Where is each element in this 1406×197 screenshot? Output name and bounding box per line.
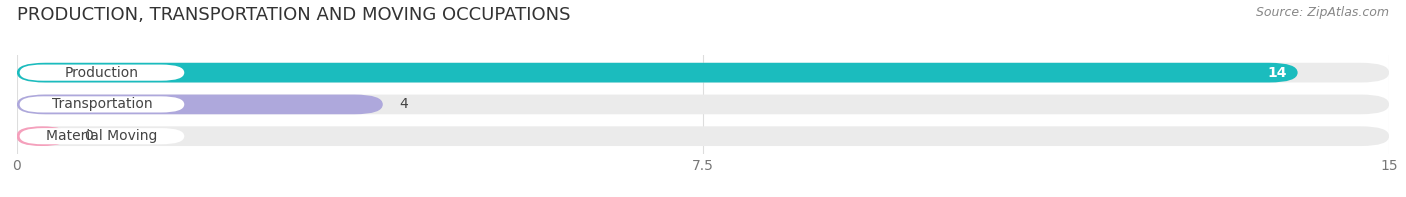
Text: 4: 4 [399, 97, 408, 112]
FancyBboxPatch shape [20, 96, 184, 112]
Text: 0: 0 [83, 129, 93, 143]
FancyBboxPatch shape [17, 126, 67, 146]
Text: Source: ZipAtlas.com: Source: ZipAtlas.com [1256, 6, 1389, 19]
Text: 14: 14 [1267, 66, 1286, 80]
FancyBboxPatch shape [17, 126, 1389, 146]
Text: Material Moving: Material Moving [46, 129, 157, 143]
FancyBboxPatch shape [20, 128, 184, 144]
FancyBboxPatch shape [17, 63, 1389, 83]
Text: Transportation: Transportation [52, 97, 152, 112]
FancyBboxPatch shape [17, 63, 1298, 83]
Text: Production: Production [65, 66, 139, 80]
FancyBboxPatch shape [20, 65, 184, 81]
FancyBboxPatch shape [17, 95, 382, 114]
Text: PRODUCTION, TRANSPORTATION AND MOVING OCCUPATIONS: PRODUCTION, TRANSPORTATION AND MOVING OC… [17, 6, 571, 24]
FancyBboxPatch shape [17, 95, 1389, 114]
